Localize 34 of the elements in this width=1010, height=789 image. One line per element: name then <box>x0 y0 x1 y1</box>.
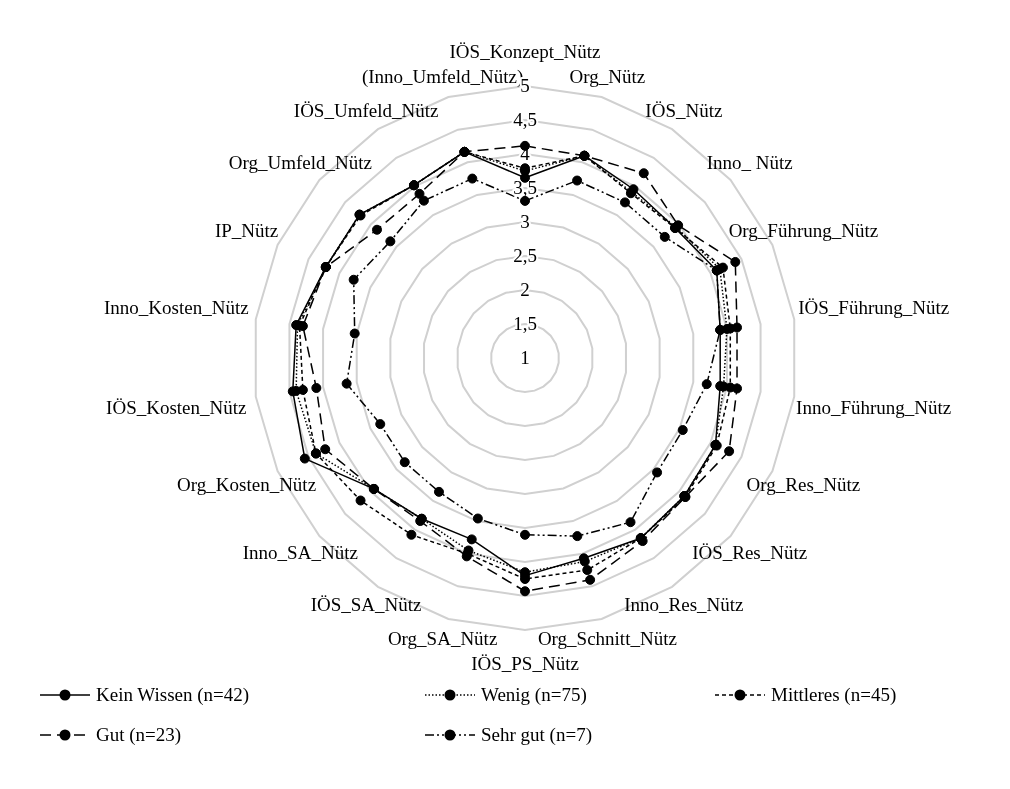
spoke-label: IÖS_Führung_Nütz <box>798 296 950 318</box>
spoke-label: Org_Schnitt_Nütz <box>537 627 677 649</box>
legend-label: Gut (n=23) <box>96 724 182 746</box>
y-tick-label: 2 <box>520 279 530 300</box>
y-tick-label: 2,5 <box>513 245 537 266</box>
legend-label: Sehr gut (n=7) <box>481 724 592 746</box>
spoke-label: Org_Nütz <box>569 66 646 88</box>
legend-label: Kein Wissen (n=42) <box>96 684 250 706</box>
spoke-label: Inno_SA_Nütz <box>242 541 358 563</box>
legend-label: Wenig (n=75) <box>481 684 587 706</box>
spoke-label: Inno_Res_Nütz <box>624 594 744 616</box>
spoke-label: IP_Nütz <box>214 219 279 241</box>
legend-label: Mittleres (n=45) <box>771 684 897 706</box>
spoke-label: Inno_Führung_Nütz <box>796 397 952 419</box>
spoke-label: Org_Kosten_Nütz <box>177 474 317 496</box>
y-tick-label: 4,5 <box>513 109 537 130</box>
spoke-label: IÖS_Kosten_Nütz <box>106 397 247 419</box>
y-tick-label: 1,5 <box>513 313 537 334</box>
spoke-label: (Inno_Umfeld_Nütz) <box>361 66 524 89</box>
spoke-label: IÖS_Umfeld_Nütz <box>293 99 439 121</box>
spoke-label: Org_Umfeld_Nütz <box>228 152 372 174</box>
spoke-label: IÖS_PS_Nütz <box>471 653 579 674</box>
spoke-label: IÖS_SA_Nütz <box>310 594 422 616</box>
spoke-label: Inno_Kosten_Nütz <box>104 296 249 318</box>
spoke-label: Org_Res_Nütz <box>746 474 861 496</box>
y-tick-label: 3,5 <box>513 177 537 198</box>
spoke-label: IÖS_Konzept_Nütz <box>449 41 601 62</box>
y-tick-label: 1 <box>520 347 530 368</box>
spoke-label: Inno_ Nütz <box>706 152 793 174</box>
spoke-label: IÖS_Nütz <box>645 99 723 121</box>
spoke-label: Org_SA_Nütz <box>387 627 498 649</box>
spoke-label: Org_Führung_Nütz <box>728 219 879 241</box>
y-tick-label: 3 <box>520 211 530 232</box>
spoke-label: IÖS_Res_Nütz <box>692 541 808 563</box>
